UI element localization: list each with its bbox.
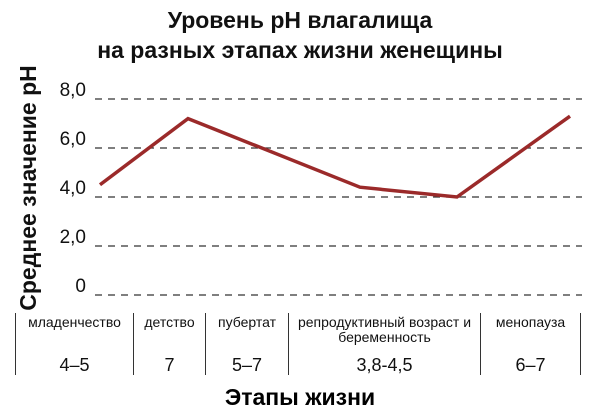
stage-column: младенчество 4–5 xyxy=(15,313,133,375)
x-tick-label: репродуктивный возраст и беременность xyxy=(297,314,472,345)
ph-range: 5–7 xyxy=(231,355,263,375)
y-tick-label: 6,0 xyxy=(60,129,86,150)
y-tick-label: 2,0 xyxy=(60,227,86,248)
stage-column: менопауза 6–7 xyxy=(480,313,581,375)
x-tick-label: детство xyxy=(144,314,195,330)
ph-range: 6–7 xyxy=(515,355,546,375)
stage-column: пубертат 5–7 xyxy=(205,313,288,375)
ph-range: 4–5 xyxy=(59,355,90,375)
x-tick-label: пубертат xyxy=(217,314,276,330)
x-axis-label: Этапы жизни xyxy=(224,384,376,410)
x-tick-label: менопауза xyxy=(495,314,566,330)
chart-title: на разных этапах жизни женещины xyxy=(97,37,503,63)
ph-range: 7 xyxy=(164,355,175,375)
stage-column: репродуктивный возраст и беременность 3,8… xyxy=(288,313,480,375)
stage-column: детство 7 xyxy=(133,313,205,375)
y-axis-label: Среднее значение pH xyxy=(15,65,41,310)
y-tick-label: 4,0 xyxy=(60,178,86,199)
y-tick-label: 0 xyxy=(75,276,86,297)
y-tick-label: 8,0 xyxy=(60,80,86,101)
x-tick-label: младенчество xyxy=(28,314,121,330)
data-line xyxy=(98,114,572,199)
chart-title: Уровень pH влагалища xyxy=(168,7,433,33)
ph-range: 3,8-4,5 xyxy=(356,355,413,375)
